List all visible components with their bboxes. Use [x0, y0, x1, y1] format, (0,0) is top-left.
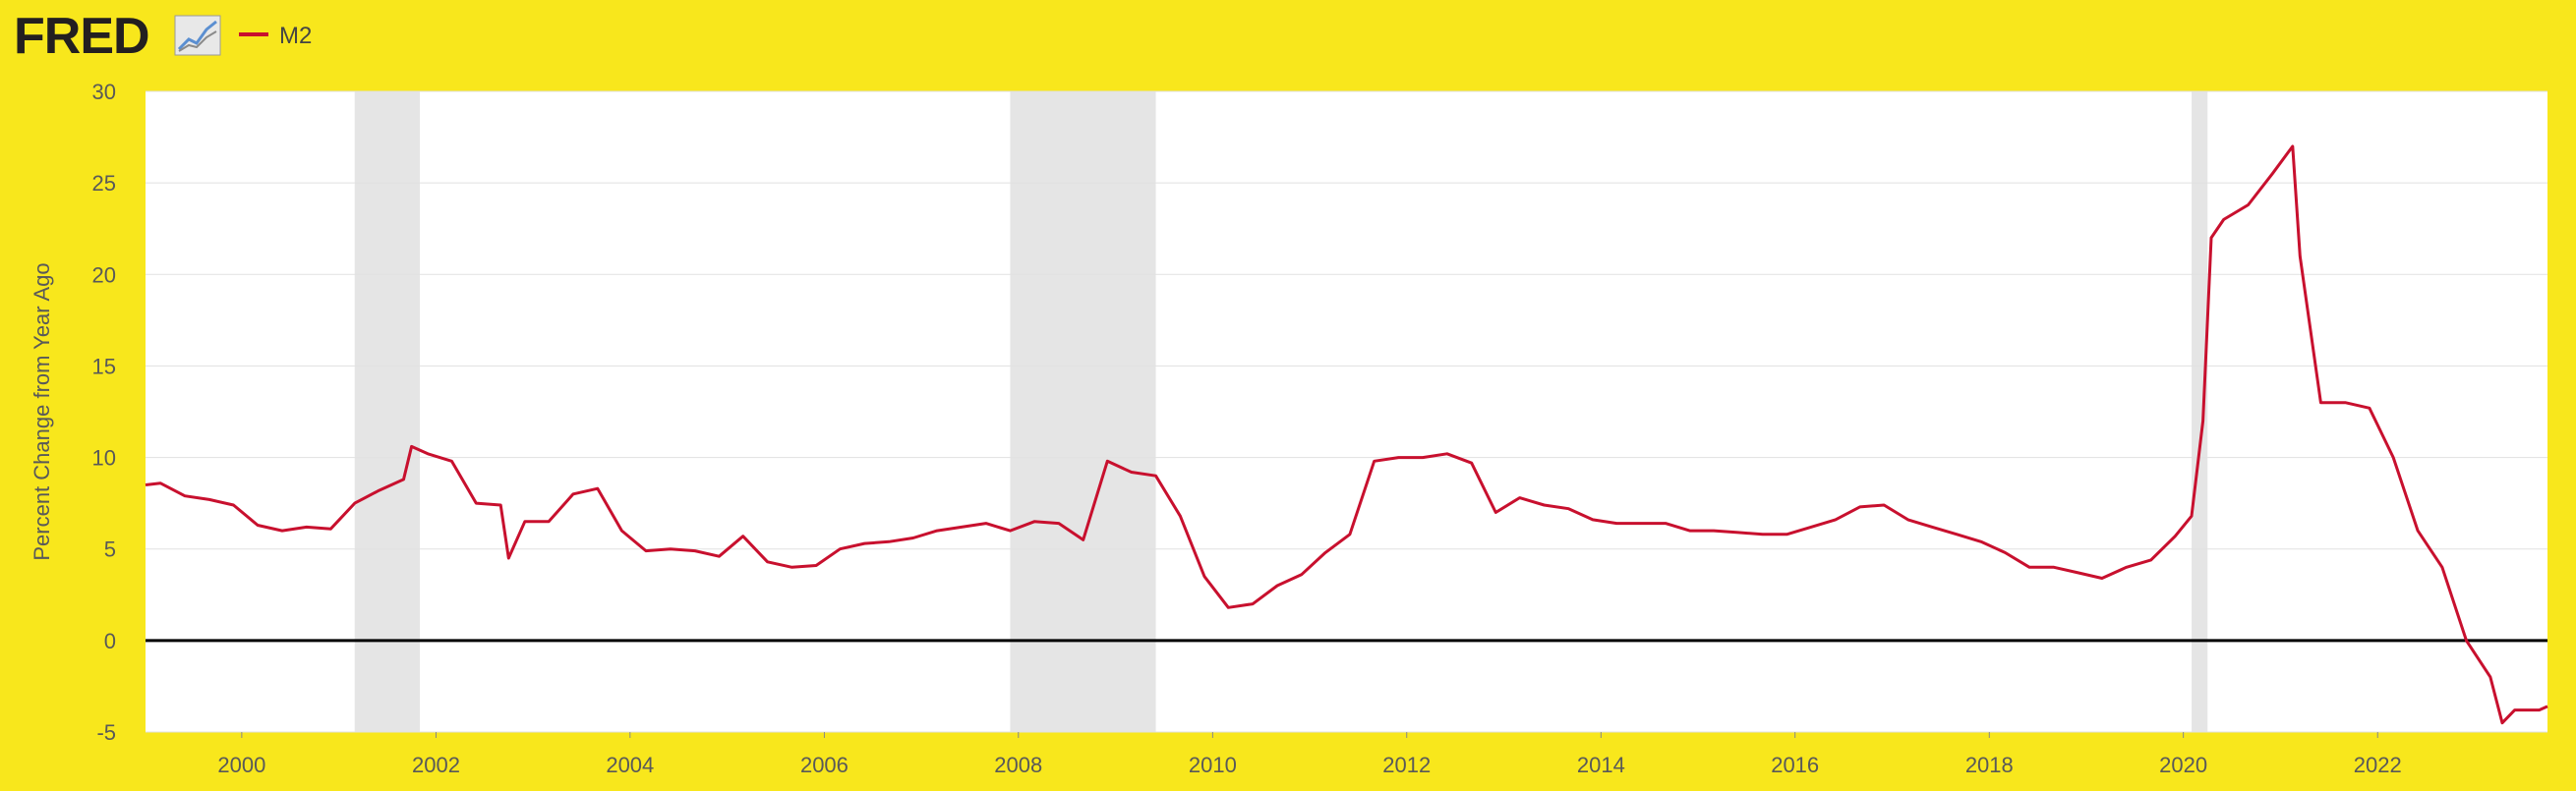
x-axis-tick-labels: 2000 2002 2004 2006 2008 2010 2012 2014 2016 2018… [217, 732, 2402, 777]
recession-band-3 [2192, 91, 2208, 732]
y-tick-label: 5 [104, 537, 116, 562]
fred-logo[interactable]: FRED [14, 8, 221, 65]
y-tick-label: 30 [92, 80, 116, 104]
legend[interactable]: M2 [239, 23, 312, 49]
y-tick-label: 10 [92, 446, 116, 471]
y-tick-label: 20 [92, 262, 116, 287]
plot-background [146, 91, 2547, 732]
x-tick-label: 2018 [1965, 753, 2014, 777]
y-axis-label: Percent Change from Year Ago [29, 262, 54, 560]
x-tick-label: 2002 [412, 753, 460, 777]
x-tick-label: 2010 [1189, 753, 1237, 777]
gridlines [146, 90, 2547, 733]
x-tick-label: 2022 [2354, 753, 2402, 777]
recession-bands [354, 91, 2208, 732]
recession-band-1 [354, 91, 420, 732]
y-axis-tick-labels: -5 0 5 10 15 20 25 30 [92, 80, 116, 745]
x-tick-label: 2014 [1577, 753, 1625, 777]
y-tick-label: 15 [92, 354, 116, 378]
x-tick-label: 2004 [606, 753, 654, 777]
logo-text: FRED [14, 8, 149, 65]
x-tick-label: 2012 [1382, 753, 1431, 777]
x-tick-label: 2016 [1771, 753, 1819, 777]
y-tick-label: 25 [92, 171, 116, 196]
legend-label-m2: M2 [279, 23, 312, 49]
x-tick-label: 2020 [2159, 753, 2207, 777]
y-tick-label: 0 [104, 629, 116, 653]
x-tick-label: 2006 [800, 753, 849, 777]
line-chart-icon [174, 15, 221, 56]
x-tick-label: 2000 [217, 753, 265, 777]
series-line-m2[interactable] [145, 144, 2548, 725]
x-tick-label: 2008 [994, 753, 1042, 777]
recession-band-2 [1010, 91, 1156, 732]
y-tick-label: -5 [96, 720, 116, 745]
